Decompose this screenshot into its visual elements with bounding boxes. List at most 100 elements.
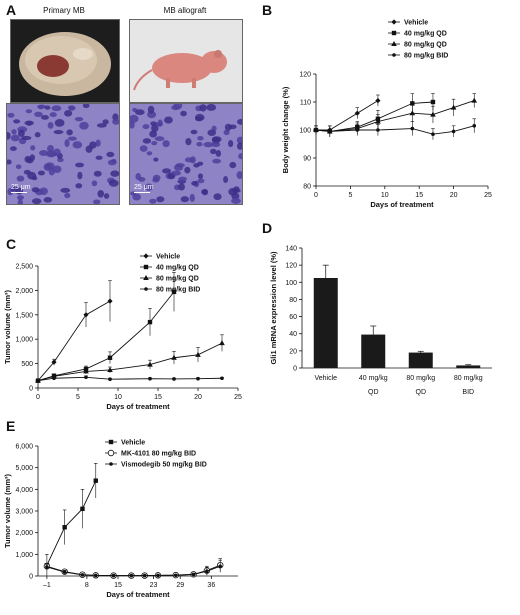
cell-nucleus	[23, 169, 31, 175]
marker-dot	[148, 376, 152, 381]
cell-nucleus	[236, 142, 242, 150]
x-tick-label: 10	[381, 192, 389, 199]
cell-nucleus	[147, 105, 155, 114]
marker-dot	[431, 132, 435, 136]
marker-triangle	[143, 275, 149, 280]
series-line	[46, 480, 97, 566]
cell-nucleus	[31, 175, 38, 181]
cell-nucleus	[162, 140, 170, 148]
legend-label: 80 mg/kg QD	[404, 42, 447, 49]
cell-nucleus	[17, 198, 23, 204]
x-tick-label: –1	[43, 582, 51, 589]
cell-nucleus	[196, 142, 203, 147]
marker-dot	[52, 376, 56, 381]
legend-label: MK-4101 80 mg/kg BID	[121, 451, 196, 458]
cell-nucleus	[57, 157, 64, 163]
marker-dot	[84, 375, 88, 380]
allograft-histology: 25 μm	[129, 103, 243, 205]
cell-nucleus	[49, 112, 57, 118]
cell-nucleus	[197, 178, 205, 184]
marker-square	[80, 506, 85, 512]
cell-nucleus	[16, 195, 24, 200]
marker-triangle	[219, 340, 225, 346]
marker-dot	[191, 572, 196, 577]
tumor-illustration	[19, 32, 111, 96]
cell-nucleus	[72, 141, 83, 149]
y-tick-label: 0	[29, 386, 33, 393]
cell-nucleus	[64, 139, 70, 147]
cell-nucleus	[201, 189, 208, 195]
panel-label-e: E	[6, 418, 16, 434]
panel-label-a: A	[6, 2, 17, 18]
chart-body-weight: 80 90 100 110 120 0 5 10 15 20 25 Days of treatment…	[281, 19, 492, 209]
cell-nucleus	[53, 130, 64, 135]
marker-diamond	[83, 312, 89, 318]
marker-triangle	[83, 368, 89, 374]
cell-nucleus	[17, 129, 25, 138]
cell-nucleus	[191, 181, 198, 186]
marker-diamond	[354, 110, 360, 116]
marker-triangle	[409, 110, 416, 116]
marker-dot	[220, 376, 224, 381]
cell-nucleus	[154, 136, 165, 142]
y-tick-label: 120	[285, 263, 297, 270]
series-line	[315, 125, 475, 135]
x-tick-label: 36	[207, 582, 215, 589]
series-line	[316, 100, 379, 131]
marker-dot	[156, 573, 160, 578]
y-tick-label: 2,500	[15, 264, 33, 271]
cell-nucleus	[210, 148, 217, 155]
cell-nucleus	[130, 114, 139, 123]
category-label: 80 mg/kg	[406, 375, 435, 382]
cell-nucleus	[180, 196, 189, 203]
cell-nucleus	[173, 104, 183, 110]
y-tick-label: 1,000	[15, 337, 33, 344]
x-tick-label: 15	[415, 192, 423, 199]
x-tick-label: 0	[314, 192, 318, 199]
y-tick-label: 5,000	[15, 465, 33, 472]
mouse-illustration	[133, 50, 227, 91]
cell-nucleus	[212, 158, 222, 164]
cell-nucleus	[9, 146, 17, 151]
series-vismodegib-50-mg-kg-bid	[45, 559, 223, 578]
cell-nucleus	[206, 104, 217, 111]
marker-dot	[129, 573, 134, 578]
cell-nucleus	[171, 170, 182, 176]
cell-nucleus	[74, 162, 85, 168]
cell-nucleus	[21, 135, 32, 141]
cell-nucleus	[151, 140, 158, 146]
category-label: QD	[416, 389, 427, 396]
cell-nucleus	[157, 119, 163, 127]
x-tick-label: 20	[194, 394, 202, 401]
cell-nucleus	[66, 129, 73, 136]
marker-dot	[218, 564, 223, 569]
x-axis-label: Days of treatment	[106, 590, 170, 599]
x-axis-label: Days of treatment	[106, 402, 170, 411]
marker-dot	[392, 53, 396, 57]
cell-nucleus	[229, 161, 237, 169]
cell-nucleus	[197, 161, 204, 166]
x-axis-label: Days of treatment	[370, 200, 434, 209]
marker-dot	[144, 287, 148, 291]
cell-nucleus	[178, 183, 185, 191]
bar	[456, 365, 481, 368]
cell-nucleus	[197, 173, 204, 180]
legend-label: 80 mg/kg BID	[156, 287, 200, 294]
y-tick-label: 80	[289, 297, 297, 304]
cell-nucleus	[130, 121, 135, 129]
y-tick-label: 60	[289, 314, 297, 321]
cell-nucleus	[184, 157, 194, 163]
cell-nucleus	[203, 141, 214, 148]
marker-diamond	[143, 253, 149, 259]
cell-nucleus	[96, 123, 107, 128]
cell-nucleus	[146, 151, 153, 156]
cell-nucleus	[93, 170, 102, 177]
cell-nucleus	[149, 198, 157, 204]
cell-nucleus	[175, 163, 185, 168]
cell-nucleus	[95, 155, 103, 160]
cell-nucleus	[7, 159, 12, 165]
marker-square	[410, 101, 415, 106]
y-axis-label: Tumor volume (mm³)	[3, 473, 12, 548]
category-label: Vehicle	[314, 375, 337, 382]
cell-nucleus	[7, 132, 11, 140]
